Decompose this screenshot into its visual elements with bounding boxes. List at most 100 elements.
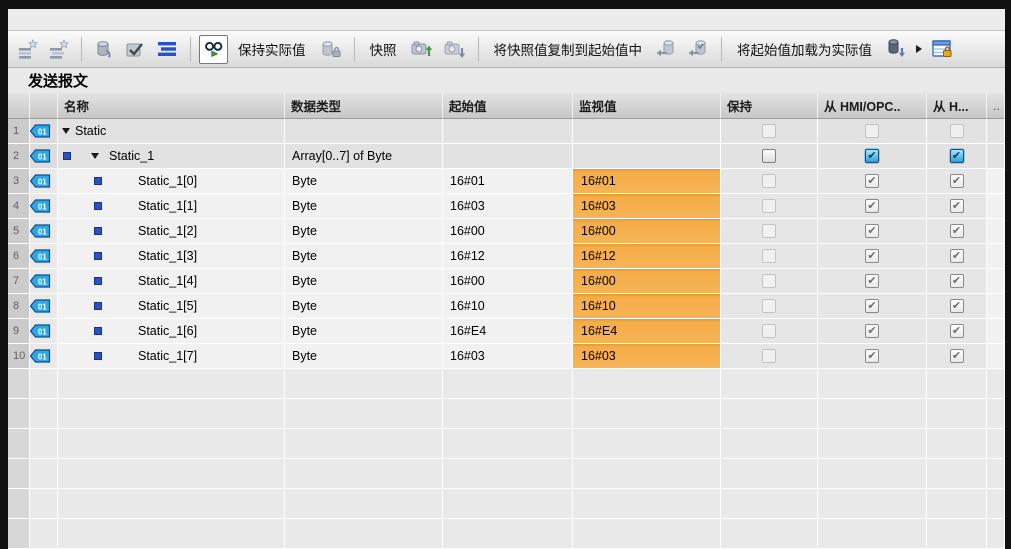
copy-snapshot-setpoints-button[interactable]	[684, 36, 713, 63]
load-options-dropdown[interactable]	[914, 36, 924, 63]
load-start-values-icon-button[interactable]	[882, 36, 911, 63]
from-hmi-opc-checkbox[interactable]: ✔	[865, 174, 879, 188]
from-hmi-2-checkbox[interactable]: ✔	[949, 174, 964, 188]
variable-name: Static	[75, 124, 107, 138]
from-hmi-opc-checkbox[interactable]: ✔	[865, 224, 879, 238]
svg-text:01: 01	[38, 277, 47, 286]
table-row: 4 01 Static_1[1] Byte 16#03 16#03 ✔ ✔	[8, 194, 1005, 219]
keep-db-values-button[interactable]	[90, 36, 118, 63]
from-hmi-2-checkbox[interactable]: ✔	[949, 199, 964, 213]
datatype-cell[interactable]: Byte	[285, 244, 443, 269]
row-number[interactable]: 7	[8, 269, 30, 294]
from-hmi-2-checkbox[interactable]: ✔	[949, 299, 964, 313]
retain-checkbox[interactable]	[762, 149, 776, 163]
row-number[interactable]: 9	[8, 319, 30, 344]
start-value-cell[interactable]: 16#10	[443, 294, 573, 319]
row-number[interactable]: 6	[8, 244, 30, 269]
row-number[interactable]: 10	[8, 344, 30, 369]
from-hmi-opc-checkbox[interactable]: ✔	[865, 199, 879, 213]
start-value-cell[interactable]	[443, 144, 573, 169]
datatype-cell[interactable]	[285, 119, 443, 144]
member-bullet-icon	[94, 252, 102, 260]
retain-checkbox	[762, 124, 776, 138]
row-number[interactable]: 1	[8, 119, 30, 144]
start-value-cell[interactable]: 16#00	[443, 269, 573, 294]
tag-cell: 01	[30, 119, 58, 144]
copy-snapshot-to-start-button[interactable]: 将快照值复制到起始值中	[493, 43, 643, 58]
start-value-cell[interactable]: 16#01	[443, 169, 573, 194]
snapshot-upload-button[interactable]	[407, 36, 437, 63]
empty-cell	[987, 429, 1005, 459]
empty-cell	[721, 459, 818, 489]
name-cell[interactable]: Static_1[0]	[58, 169, 285, 194]
name-cell[interactable]: Static_1[2]	[58, 219, 285, 244]
expander-icon[interactable]	[91, 153, 99, 159]
name-cell[interactable]: Static_1	[58, 144, 285, 169]
name-cell[interactable]: Static_1[6]	[58, 319, 285, 344]
checkbox-cell	[927, 119, 987, 144]
name-cell[interactable]: Static_1[1]	[58, 194, 285, 219]
datatype-cell[interactable]: Byte	[285, 319, 443, 344]
checkbox-cell: ✔	[818, 319, 927, 344]
from-hmi-opc-checkbox[interactable]: ✔	[865, 149, 879, 163]
member-bullet-icon	[94, 227, 102, 235]
from-hmi-2-checkbox[interactable]: ✔	[949, 324, 964, 338]
expand-all-button[interactable]	[152, 36, 182, 63]
from-hmi-opc-checkbox[interactable]: ✔	[865, 349, 879, 363]
database-undo-icon	[97, 41, 111, 58]
from-hmi-opc-checkbox[interactable]: ✔	[865, 274, 879, 288]
monitor-value-cell: 16#10	[573, 294, 721, 319]
datatype-cell[interactable]: Byte	[285, 169, 443, 194]
insert-row-button[interactable]	[14, 36, 42, 63]
from-hmi-opc-checkbox[interactable]: ✔	[865, 299, 879, 313]
datatype-cell[interactable]: Byte	[285, 294, 443, 319]
from-hmi-2-checkbox[interactable]: ✔	[949, 224, 964, 238]
retain-lock-button[interactable]	[316, 36, 346, 63]
row-number[interactable]: 4	[8, 194, 30, 219]
row-number[interactable]: 3	[8, 169, 30, 194]
expanded-mode-button[interactable]	[927, 36, 957, 63]
empty-cell	[443, 429, 573, 459]
start-value-cell[interactable]: 16#03	[443, 194, 573, 219]
start-value-cell[interactable]	[443, 119, 573, 144]
name-cell[interactable]: Static	[58, 119, 285, 144]
copy-snapshot-all-button[interactable]	[652, 36, 681, 63]
from-hmi-opc-checkbox[interactable]: ✔	[865, 249, 879, 263]
snapshot-download-button[interactable]	[440, 36, 470, 63]
start-value-cell[interactable]: 16#00	[443, 219, 573, 244]
name-cell[interactable]: Static_1[5]	[58, 294, 285, 319]
header-datatype: 数据类型	[285, 93, 443, 119]
block-title-row: 发送报文	[8, 68, 1005, 93]
expander-icon[interactable]	[62, 128, 70, 134]
datatype-cell[interactable]: Byte	[285, 344, 443, 369]
name-cell[interactable]: Static_1[4]	[58, 269, 285, 294]
keep-actual-values-button[interactable]: 保持实际值	[238, 43, 306, 58]
checkbox-cell: ✔	[818, 194, 927, 219]
datatype-cell[interactable]: Byte	[285, 219, 443, 244]
row-number[interactable]: 8	[8, 294, 30, 319]
empty-cell	[721, 399, 818, 429]
start-value-cell[interactable]: 16#03	[443, 344, 573, 369]
empty-cell	[58, 369, 285, 399]
datatype-cell[interactable]: Byte	[285, 194, 443, 219]
checkbox-cell	[721, 119, 818, 144]
name-cell[interactable]: Static_1[7]	[58, 344, 285, 369]
row-number[interactable]: 5	[8, 219, 30, 244]
start-value-cell[interactable]: 16#12	[443, 244, 573, 269]
add-row-button[interactable]	[45, 36, 73, 63]
datatype-cell[interactable]: Array[0..7] of Byte	[285, 144, 443, 169]
row-number[interactable]: 2	[8, 144, 30, 169]
from-hmi-2-checkbox[interactable]: ✔	[949, 149, 964, 163]
snapshot-button[interactable]: 快照	[369, 43, 397, 58]
start-value-cell[interactable]: 16#E4	[443, 319, 573, 344]
name-cell[interactable]: Static_1[3]	[58, 244, 285, 269]
datatype-cell[interactable]: Byte	[285, 269, 443, 294]
from-hmi-2-checkbox[interactable]: ✔	[949, 349, 964, 363]
tag-icon: 01	[30, 199, 51, 213]
load-start-values-button[interactable]: 将起始值加载为实际值	[737, 43, 872, 58]
from-hmi-opc-checkbox[interactable]: ✔	[865, 324, 879, 338]
monitor-all-button[interactable]	[199, 34, 228, 64]
from-hmi-2-checkbox[interactable]: ✔	[949, 249, 964, 263]
from-hmi-2-checkbox[interactable]: ✔	[949, 274, 964, 288]
apply-changes-button[interactable]	[121, 36, 149, 63]
